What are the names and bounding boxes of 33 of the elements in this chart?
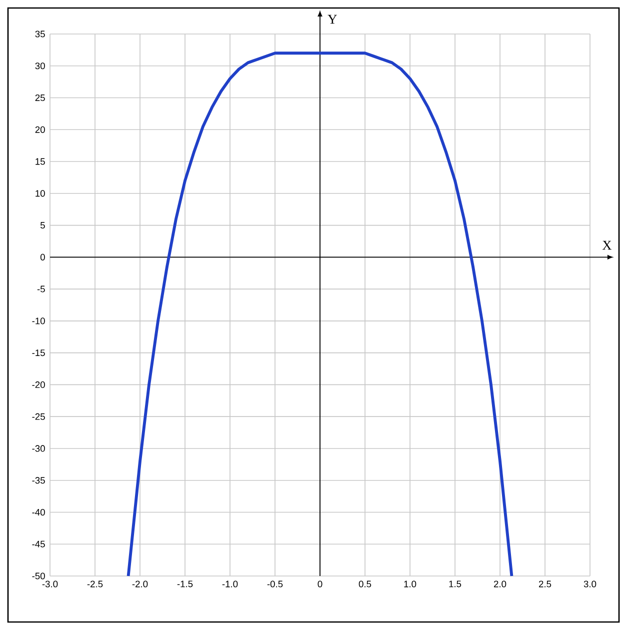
y-tick-label: 5 [40, 222, 45, 229]
x-tick-label: -0.5 [267, 580, 283, 588]
x-tick-label: 0 [318, 580, 322, 588]
y-tick-label: -15 [32, 350, 45, 356]
y-tick-label: 25 [35, 94, 45, 102]
x-tick-label: -1.5 [177, 580, 193, 588]
x-tick-label: 1.5 [449, 580, 462, 588]
y-tick-label: 20 [35, 126, 45, 133]
y-tick-label: 10 [36, 190, 45, 197]
y-tick-label: -35 [32, 477, 45, 484]
x-axis-title: X [602, 240, 612, 250]
x-tick-label: 0.5 [358, 580, 372, 588]
y-tick-label: -40 [32, 508, 45, 516]
y-tick-label: 15 [36, 158, 45, 165]
y-tick-label: 0 [40, 254, 45, 260]
x-tick-label: -3.0 [42, 580, 58, 588]
x-tick-label: -2.5 [87, 580, 103, 588]
y-axis-title: Y [328, 14, 337, 24]
y-tick-label: 35 [35, 30, 45, 38]
x-tick-label: 2.5 [538, 580, 552, 588]
y-tick-label: -5 [37, 286, 45, 292]
y-tick-label: -45 [32, 540, 45, 548]
y-tick-label: -50 [32, 572, 45, 580]
y-tick-label: -20 [32, 381, 45, 388]
y-tick-label: 30 [35, 62, 45, 70]
x-tick-label: 3.0 [584, 580, 596, 588]
x-tick-label: 2.0 [494, 580, 506, 588]
x-tick-label: -1.0 [222, 580, 238, 588]
x-tick-label: -2.0 [132, 580, 148, 588]
y-tick-label: -30 [32, 445, 45, 452]
x-tick-label: 1.0 [404, 580, 416, 588]
y-tick-label: -10 [32, 318, 45, 324]
y-tick-label: -25 [32, 413, 45, 420]
